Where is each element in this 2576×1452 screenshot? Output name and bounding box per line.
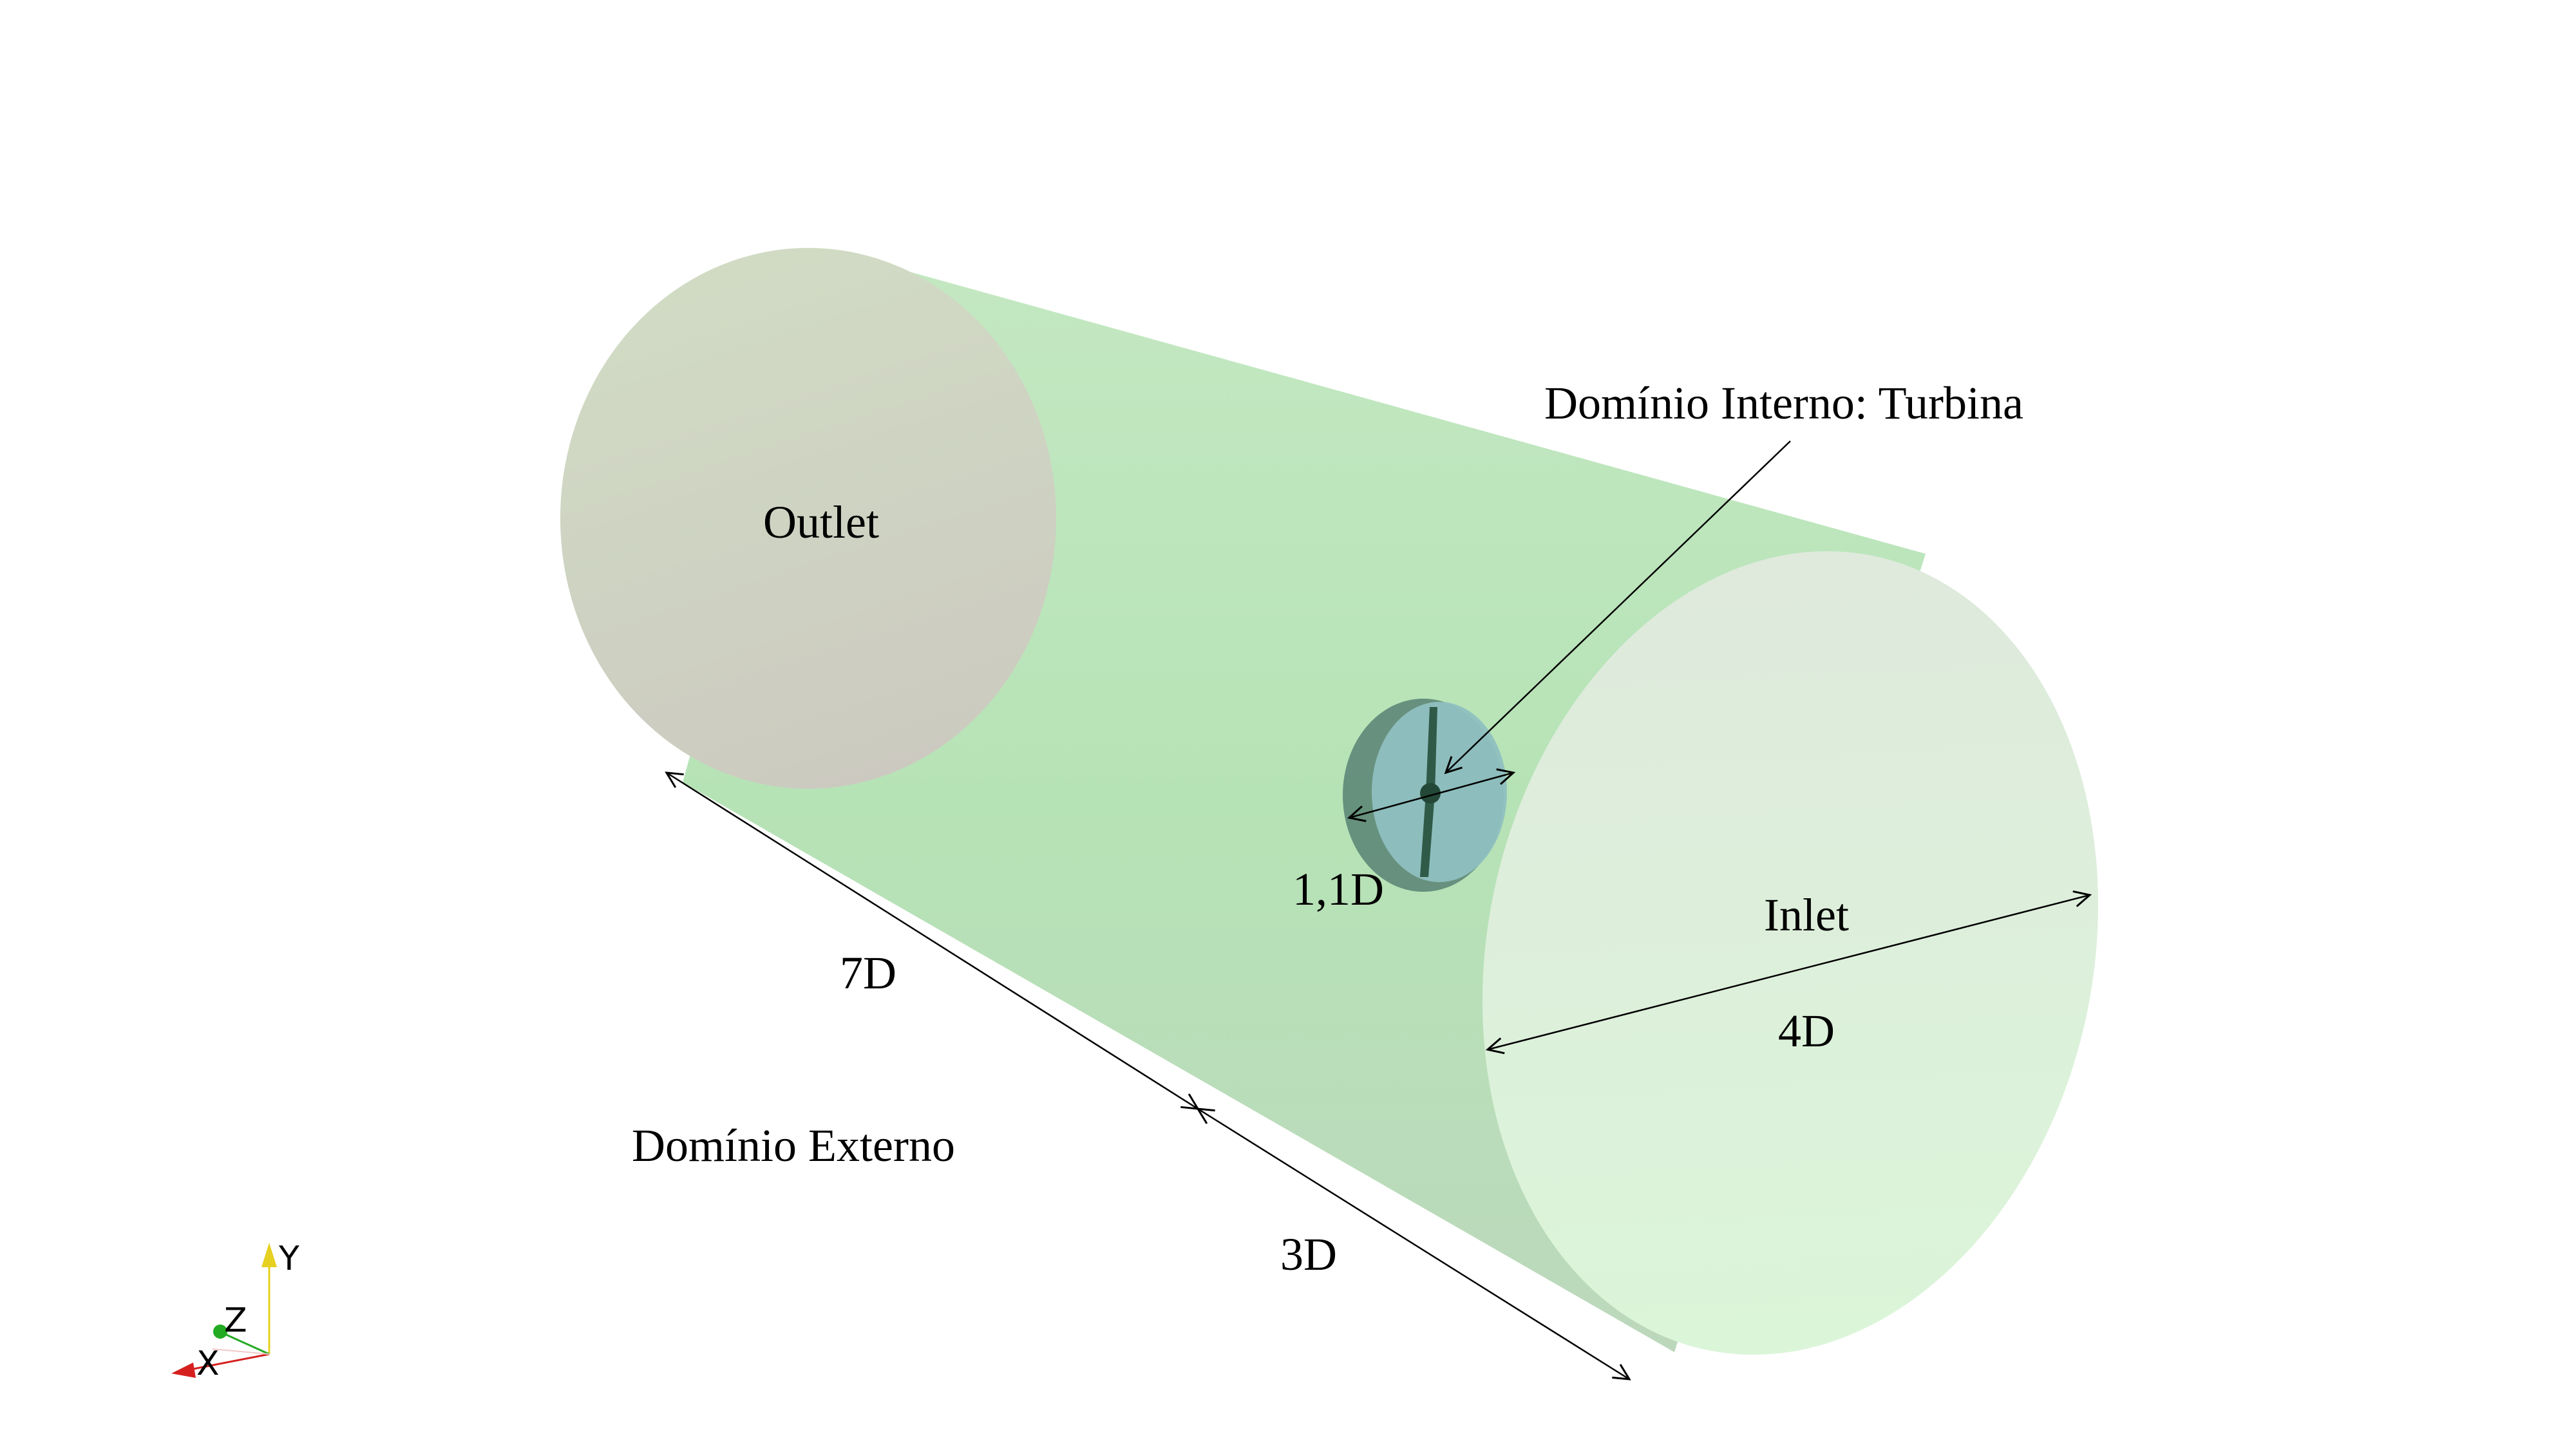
axis-triad-icon: Y X Z — [171, 1240, 299, 1383]
outlet-face — [560, 248, 1056, 789]
length-dimension-3d — [1198, 1109, 1629, 1379]
inlet-diameter-dimension — [1488, 895, 2090, 1050]
y-axis-label: Y — [278, 1240, 299, 1278]
inlet-label: Inlet — [1764, 889, 1849, 941]
turbine-leader-line — [1446, 440, 1791, 773]
turbine-diameter-dimension — [1349, 773, 1513, 818]
x-axis-arrow — [171, 1362, 196, 1378]
length-dimension-7d — [667, 773, 1198, 1109]
x-axis-label: X — [196, 1344, 220, 1383]
dimension-3d-label: 3D — [1280, 1229, 1337, 1280]
z-axis-label: Z — [224, 1301, 247, 1340]
internal-domain-label: Domínio Interno: Turbina — [1544, 377, 2023, 429]
dimension-4d-label: 4D — [1778, 1005, 1835, 1057]
z-axis-marker — [213, 1325, 227, 1339]
outlet-label: Outlet — [763, 496, 879, 548]
external-domain-label: Domínio Externo — [632, 1120, 955, 1171]
dimension-1-1d-label: 1,1D — [1293, 863, 1384, 915]
dimension-7d-label: 7D — [840, 947, 896, 999]
y-axis-arrow — [261, 1243, 277, 1267]
